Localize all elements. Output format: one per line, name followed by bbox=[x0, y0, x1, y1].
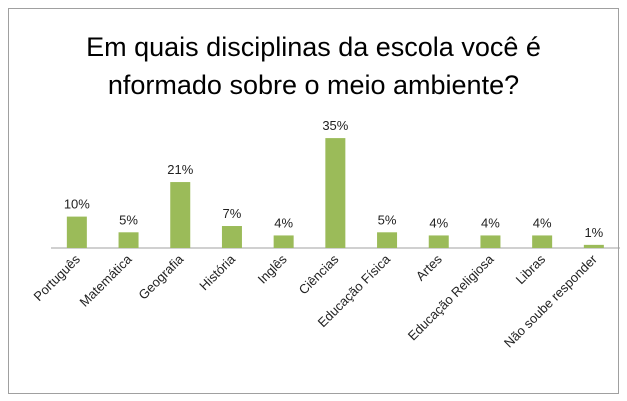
x-tick-label: Educação Religiosa bbox=[405, 251, 497, 343]
data-label: 4% bbox=[429, 215, 448, 230]
x-tick-label: Artes bbox=[413, 251, 445, 283]
x-tick-label: Ciências bbox=[296, 251, 342, 297]
data-label: 7% bbox=[223, 206, 242, 221]
bar bbox=[273, 235, 294, 248]
data-label: 5% bbox=[119, 212, 138, 227]
x-tick-label: Libras bbox=[513, 251, 549, 287]
chart-frame bbox=[8, 8, 619, 394]
x-tick-label: Geografia bbox=[135, 251, 187, 303]
x-tick-label: Matemática bbox=[77, 251, 136, 310]
x-tick-label: História bbox=[196, 251, 238, 293]
data-label: 35% bbox=[322, 118, 348, 133]
bar bbox=[118, 232, 139, 248]
data-label: 4% bbox=[274, 215, 293, 230]
bar bbox=[532, 235, 553, 248]
data-label: 4% bbox=[533, 215, 552, 230]
bar bbox=[325, 138, 346, 248]
data-label: 10% bbox=[64, 197, 90, 212]
data-label: 1% bbox=[584, 225, 603, 240]
bar bbox=[480, 235, 501, 248]
chart-title: Em quais disciplinas da escola você é nf… bbox=[86, 32, 541, 100]
bar bbox=[170, 182, 191, 248]
data-label: 4% bbox=[481, 215, 500, 230]
bar bbox=[428, 235, 449, 248]
data-label: 21% bbox=[167, 162, 193, 177]
data-label: 5% bbox=[378, 212, 397, 227]
x-tick-label: Português bbox=[30, 251, 83, 304]
bar bbox=[221, 226, 242, 248]
x-tick-label: Não soube responder bbox=[501, 251, 600, 350]
bar bbox=[583, 244, 604, 248]
bar bbox=[377, 232, 398, 248]
bar bbox=[66, 216, 87, 248]
x-tick-label: Inglês bbox=[255, 251, 290, 286]
